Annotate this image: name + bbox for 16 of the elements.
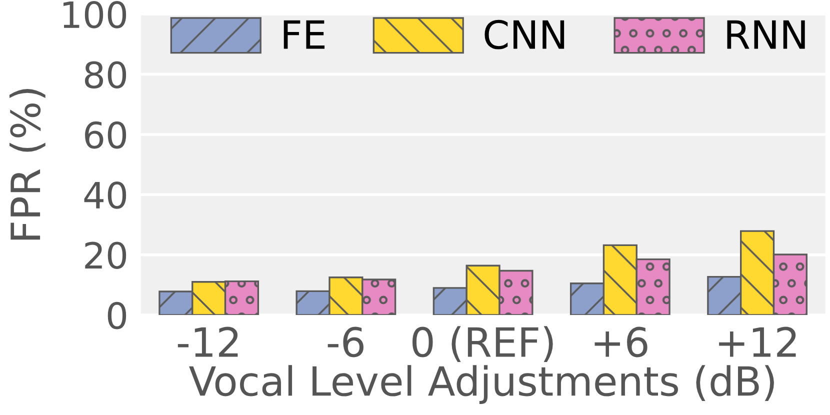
x-tick-label: -6 [328,326,364,358]
y-tick-label: 100 [64,1,126,28]
y-tick-label: 60 [85,121,126,149]
x-tick-label: +12 [719,326,796,357]
legend-label: RNN [727,20,805,49]
x-tick-label: 0 (REF) [412,326,553,362]
y-tick-label: 20 [85,242,126,270]
y-tick-label: 0 [108,302,126,330]
x-tick-label: -12 [178,326,238,357]
x-axis-title: Vocal Level Adjustments (dB) [189,365,774,404]
legend-label: CNN [484,20,564,50]
y-tick-label: 80 [84,61,126,89]
legend-label: FE [284,20,325,49]
y-axis-title: FPR (%) [9,89,46,240]
x-tick-label: +6 [594,326,648,358]
y-tick-label: 40 [84,182,126,209]
